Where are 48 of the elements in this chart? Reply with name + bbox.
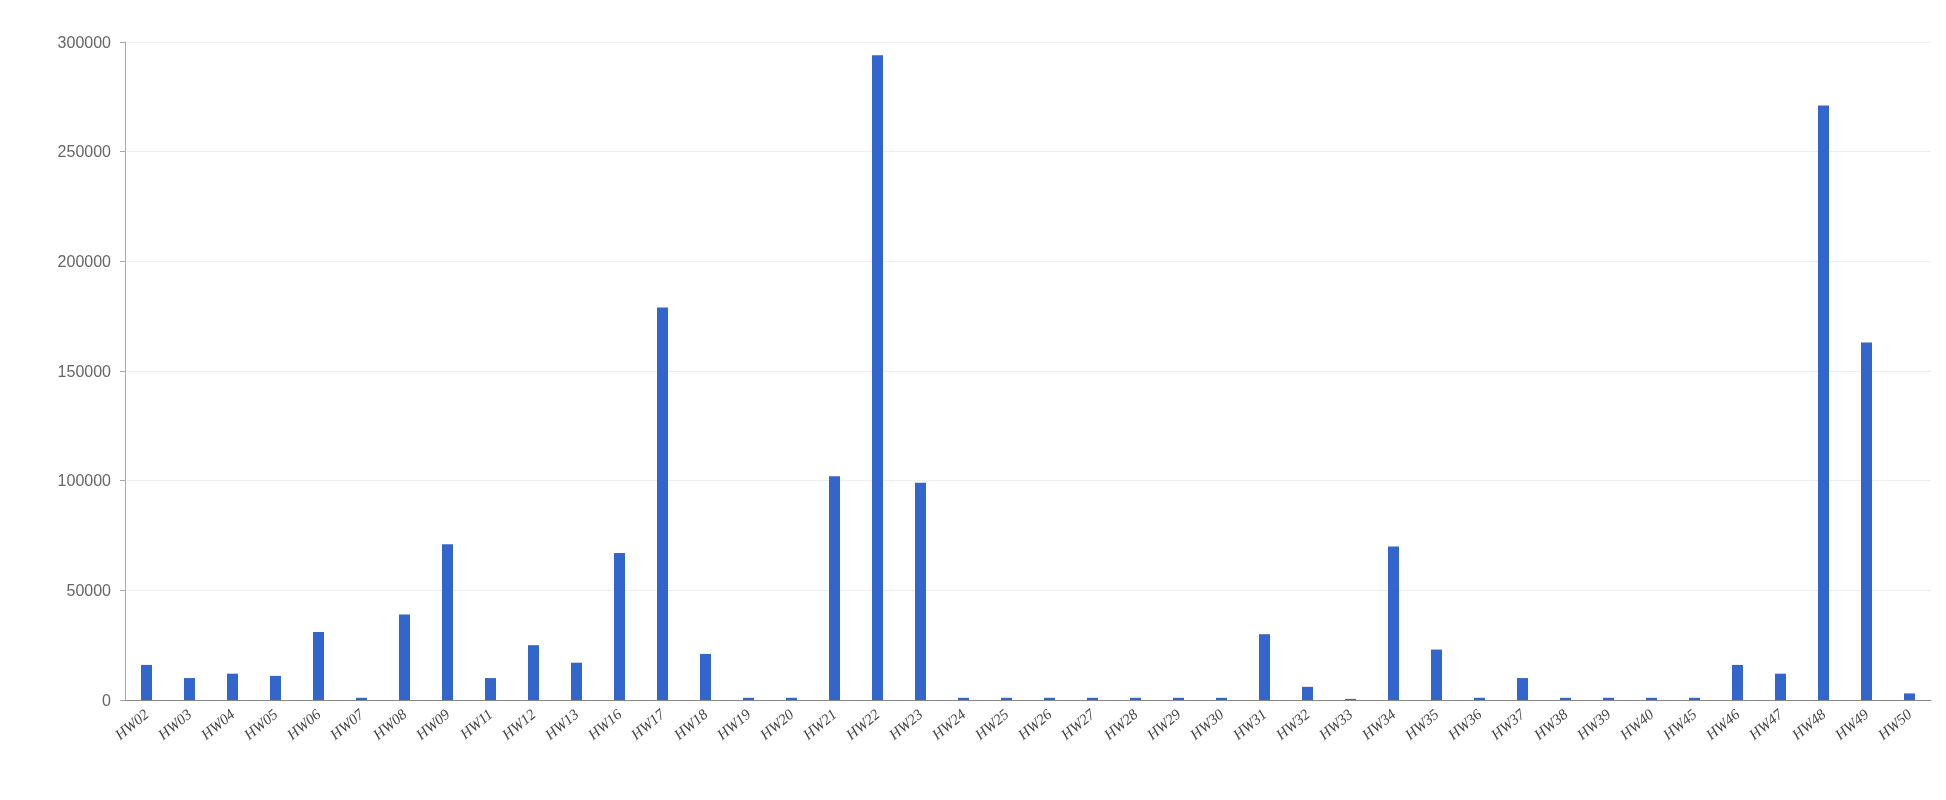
y-tick-label: 300000	[57, 33, 112, 51]
bar	[1044, 697, 1055, 700]
bar	[700, 653, 711, 700]
bar	[356, 697, 367, 700]
bar	[915, 482, 926, 700]
bar	[872, 55, 883, 700]
bar	[442, 544, 453, 700]
bar	[1302, 686, 1313, 700]
bar	[743, 697, 754, 700]
bar	[1603, 697, 1614, 700]
bar	[1001, 697, 1012, 700]
y-tick-label: 50000	[66, 581, 112, 599]
bar	[1388, 546, 1399, 700]
bar	[313, 632, 324, 700]
bar	[1861, 342, 1872, 700]
bar	[1560, 697, 1571, 700]
bar	[528, 645, 539, 700]
bar	[958, 697, 969, 700]
bar	[1818, 105, 1829, 700]
bar	[485, 678, 496, 700]
y-tick-label: 200000	[57, 252, 112, 270]
bar	[1087, 697, 1098, 700]
y-tick-label: 250000	[57, 143, 112, 161]
bar	[1732, 664, 1743, 700]
bar	[657, 307, 668, 700]
bar	[1904, 693, 1915, 700]
y-tick-label: 0	[102, 691, 112, 709]
bar	[1517, 678, 1528, 700]
bar	[829, 476, 840, 700]
bar	[1775, 673, 1786, 700]
bar	[1259, 634, 1270, 700]
y-tick-label: 100000	[57, 472, 112, 490]
bar	[1474, 697, 1485, 700]
bar	[1173, 697, 1184, 700]
bar	[1689, 697, 1700, 700]
bar	[184, 678, 195, 700]
y-tick-label: 150000	[57, 362, 112, 380]
bar	[399, 614, 410, 700]
bar	[786, 697, 797, 700]
bar	[141, 664, 152, 700]
bar	[270, 675, 281, 700]
bar	[1431, 649, 1442, 700]
bar	[1216, 697, 1227, 700]
bar	[227, 673, 238, 700]
bar	[614, 553, 625, 700]
bar	[571, 662, 582, 700]
bar	[1646, 697, 1657, 700]
bar	[1130, 697, 1141, 700]
